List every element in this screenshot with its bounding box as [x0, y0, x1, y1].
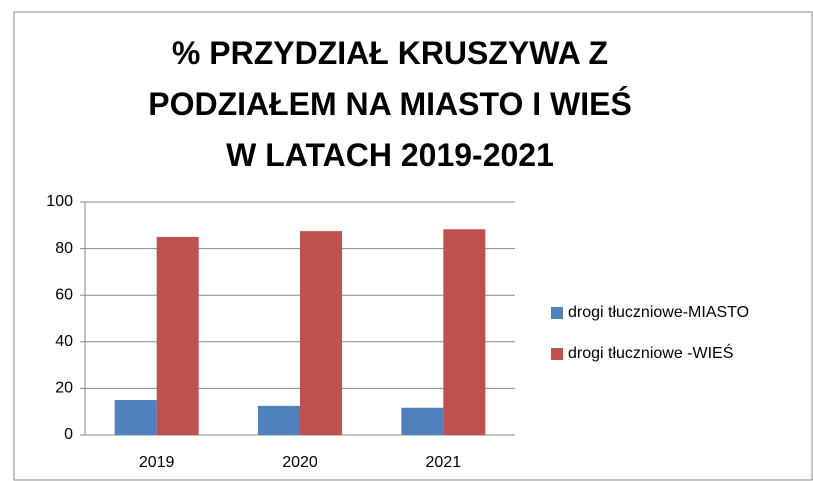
y-tick-label: 40 — [55, 333, 73, 350]
x-tick-label: 2020 — [282, 454, 318, 471]
y-tick-label: 60 — [55, 286, 73, 303]
bar — [156, 236, 199, 435]
legend-label: drogi tłuczniowe-MIASTO — [568, 304, 749, 321]
y-tick-label: 20 — [55, 380, 73, 397]
chart-border — [13, 11, 813, 481]
legend-swatch — [551, 348, 563, 360]
y-tick-label: 0 — [64, 426, 73, 443]
bar — [114, 400, 157, 435]
y-tick-label: 80 — [55, 240, 73, 257]
y-tick-label: 100 — [46, 193, 73, 210]
bar — [443, 229, 486, 435]
x-tick-label: 2019 — [139, 454, 175, 471]
x-tick-label: 2021 — [426, 454, 462, 471]
legend-label: drogi tłuczniowe -WIEŚ — [568, 343, 733, 362]
bar — [258, 405, 300, 435]
legend-swatch — [551, 307, 563, 319]
bar — [300, 231, 342, 435]
bar — [401, 407, 444, 435]
chart-title: % PRZYDZIAŁ KRUSZYWA Z PODZIAŁEM NA MIAS… — [148, 35, 632, 173]
